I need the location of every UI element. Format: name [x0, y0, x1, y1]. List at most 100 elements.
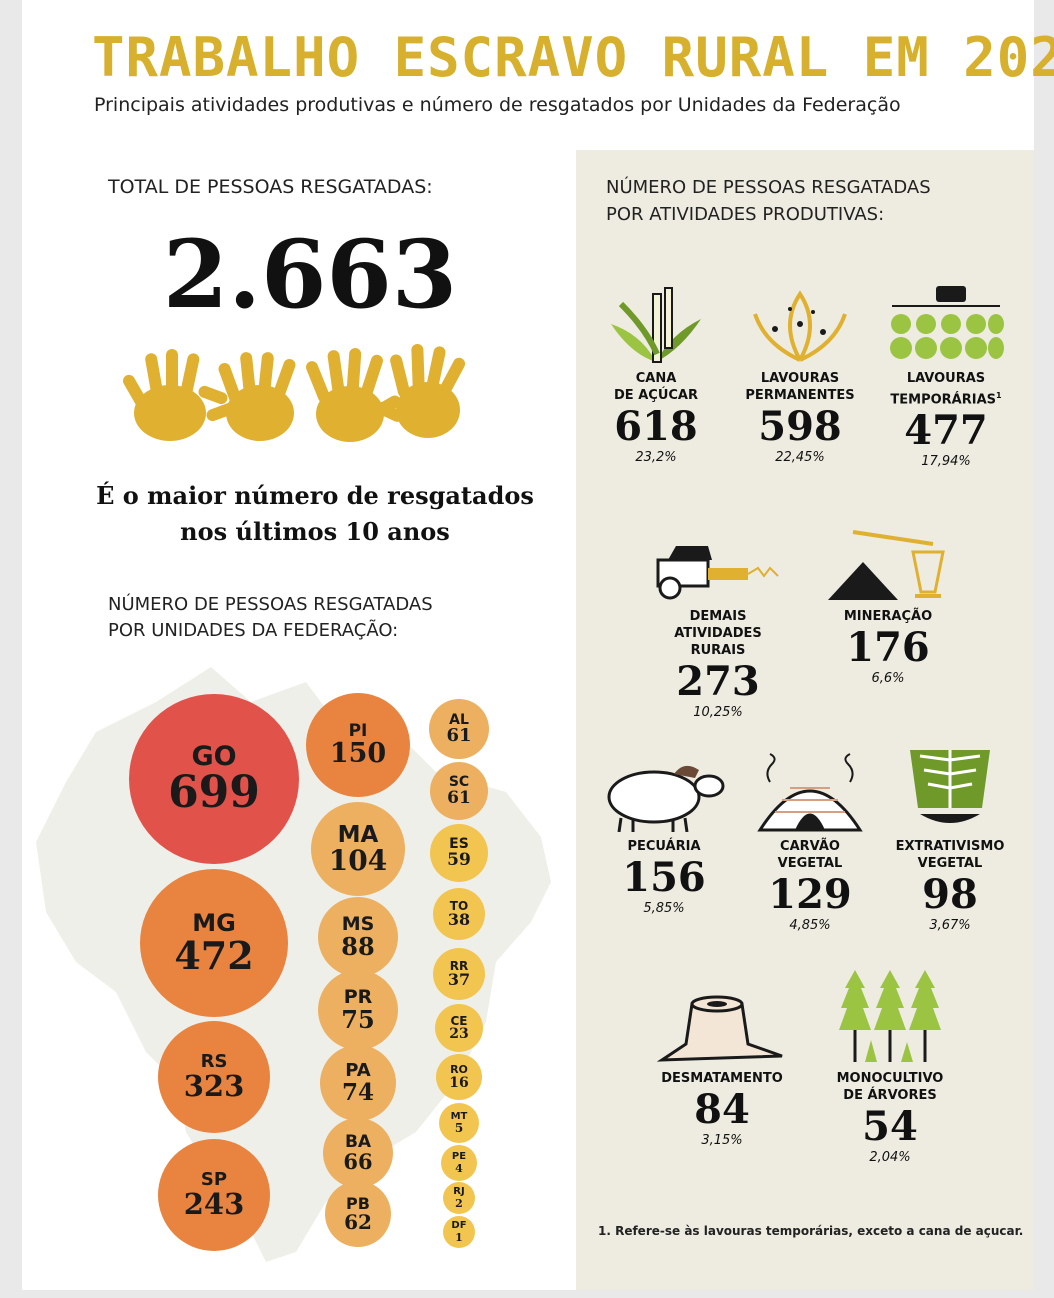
activity-temporary-crops: LAVOURAS TEMPORÁRIAS1 477 17,94% [876, 268, 1016, 470]
activity-percent: 4,85% [789, 918, 831, 933]
activity-name: PECUÁRIA [627, 839, 701, 854]
uf-code: MS [341, 913, 375, 936]
activity-percent: 2,04% [869, 1150, 911, 1165]
tree-monoculture-icon [820, 968, 960, 1064]
activity-percent: 22,45% [775, 450, 825, 465]
uf-value: 37 [447, 970, 471, 990]
activity-value: 98 [922, 871, 978, 918]
activity-percent: 10,25% [693, 705, 743, 720]
activity-name: CANA DE AÇÚCAR [614, 371, 698, 403]
uf-bubble-mt: MT 5 [439, 1103, 479, 1143]
activity-value: 176 [846, 624, 930, 671]
uf-value: 16 [449, 1074, 469, 1091]
uf-bubble-pb: PB 62 [325, 1181, 391, 1247]
activity-value: 273 [676, 658, 760, 705]
screenshot-border-right [1034, 0, 1054, 1298]
uf-value: 699 [168, 767, 260, 819]
uf-value: 2 [455, 1196, 463, 1210]
activity-harvester: DEMAIS ATIVIDADES RURAIS 273 10,25% [648, 506, 788, 721]
uf-bubble-ms: MS 88 [318, 897, 398, 977]
record-note: É o maior número de resgatados nos últim… [80, 478, 550, 550]
activity-name: MONOCULTIVO DE ÁRVORES [836, 1071, 944, 1103]
record-note-line1: É o maior número de resgatados [96, 481, 534, 510]
uf-code: PB [346, 1193, 370, 1213]
activity-percent: 23,2% [635, 450, 677, 465]
activity-cattle: PECUÁRIA 156 5,85% [594, 736, 734, 917]
uf-value: 59 [447, 849, 471, 870]
uf-code: PA [345, 1060, 371, 1082]
uf-value: 62 [344, 1210, 372, 1235]
activity-value: 54 [862, 1103, 918, 1150]
uf-bubble-ba: BA 66 [323, 1118, 393, 1188]
uf-bubble-pi: PI 150 [306, 693, 410, 797]
uf-value: 1 [455, 1230, 463, 1244]
total-value: 2.663 [162, 220, 458, 330]
uf-code: MT [450, 1110, 468, 1122]
activity-sugarcane: CANA DE AÇÚCAR 618 23,2% [586, 268, 726, 466]
hands-illustration-icon [123, 344, 466, 442]
activity-value: 156 [622, 854, 706, 901]
uf-section-label-line2: POR UNIDADES DA FEDERAÇÃO: [108, 620, 399, 641]
uf-code: RS [200, 1051, 228, 1073]
activity-tree-monoculture: MONOCULTIVO DE ÁRVORES 54 2,04% [820, 968, 960, 1166]
activity-section-label: NÚMERO DE PESSOAS RESGATADAS POR ATIVIDA… [606, 174, 1006, 228]
uf-bubble-pr: PR 75 [318, 970, 398, 1050]
uf-code: PI [348, 720, 368, 741]
uf-bubble-rj: RJ 2 [443, 1182, 475, 1214]
activity-value: 477 [904, 407, 988, 455]
activity-charcoal-kiln: CARVÃO VEGETAL 129 4,85% [740, 736, 880, 934]
uf-value: 61 [446, 725, 472, 747]
screenshot-border-left [0, 0, 22, 1298]
uf-value: 4 [455, 1161, 463, 1175]
uf-code: RO [450, 1063, 468, 1077]
uf-code: MA [337, 821, 379, 848]
uf-value: 75 [341, 1004, 375, 1034]
activity-value: 618 [614, 403, 698, 450]
uf-bubble-df: DF 1 [443, 1216, 475, 1248]
activity-percent: 17,94% [921, 454, 971, 470]
activity-plant-extraction: EXTRATIVISMO VEGETAL 98 3,67% [880, 736, 1020, 934]
uf-code: GO [191, 740, 237, 772]
uf-code: SP [200, 1169, 228, 1191]
uf-code: PE [451, 1151, 467, 1163]
total-label: TOTAL DE PESSOAS RESGATADAS: [108, 176, 433, 198]
activity-name: LAVOURAS PERMANENTES [745, 371, 855, 403]
uf-value: 88 [341, 931, 375, 961]
tree-stump-icon [652, 968, 792, 1064]
plant-extraction-icon [880, 736, 1020, 832]
uf-value: 323 [183, 1068, 245, 1103]
activity-percent: 3,15% [701, 1133, 743, 1148]
uf-value: 66 [343, 1149, 373, 1175]
activity-percent: 6,6% [871, 671, 905, 686]
uf-code: ES [449, 836, 469, 853]
uf-bubble-sc: SC 61 [430, 762, 488, 820]
uf-bubble-ro: RO 16 [436, 1054, 482, 1100]
uf-code: DF [451, 1220, 467, 1232]
uf-value: 243 [183, 1186, 245, 1221]
activity-name: CARVÃO VEGETAL [777, 839, 843, 871]
activity-percent: 3,67% [929, 918, 971, 933]
uf-section-label-line1: NÚMERO DE PESSOAS RESGATADAS [108, 594, 433, 615]
uf-bubble-es: ES 59 [430, 824, 488, 882]
activity-tree-stump: DESMATAMENTO 84 3,15% [652, 968, 792, 1149]
activity-value: 84 [694, 1086, 750, 1133]
cattle-icon [594, 736, 734, 832]
uf-code: SC [448, 774, 470, 791]
uf-value: 74 [341, 1078, 374, 1106]
uf-value: 23 [449, 1026, 469, 1043]
activity-value: 129 [768, 871, 852, 918]
uf-bubble-sp: SP 243 [158, 1139, 270, 1251]
footnote: 1. Refere-se às lavouras temporárias, ex… [598, 1224, 1024, 1238]
uf-bubble-pa: PA 74 [320, 1045, 396, 1121]
uf-value: 150 [329, 738, 387, 770]
uf-bubble-go: GO 699 [129, 694, 299, 864]
uf-bubble-ce: CE 23 [435, 1004, 483, 1052]
uf-bubble-rr: RR 37 [433, 948, 485, 1000]
uf-code: TO [449, 898, 469, 913]
page-subtitle: Principais atividades produtivas e númer… [94, 94, 901, 116]
activity-section-label-line1: NÚMERO DE PESSOAS RESGATADAS [606, 177, 931, 198]
screenshot-border-bottom [0, 1290, 1054, 1298]
uf-code: RJ [453, 1186, 465, 1198]
uf-value: 38 [447, 910, 471, 930]
uf-value: 61 [447, 787, 471, 808]
